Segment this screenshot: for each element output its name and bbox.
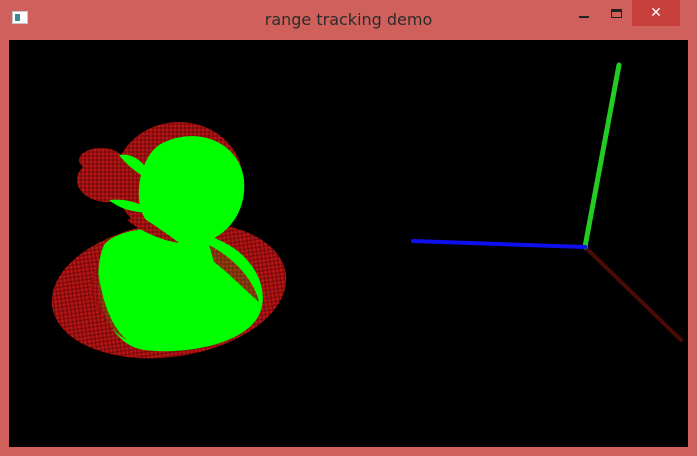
coordinate-axes bbox=[411, 62, 683, 342]
maximize-icon bbox=[610, 8, 622, 18]
scene-canvas bbox=[51, 62, 683, 359]
duck-beak-lower-green bbox=[109, 199, 154, 213]
duck-body-left-edge-red bbox=[91, 265, 127, 340]
app-icon[interactable] bbox=[12, 11, 28, 24]
minimize-icon bbox=[579, 16, 589, 18]
close-icon: ✕ bbox=[650, 5, 662, 21]
duck-beak-top-red bbox=[79, 148, 123, 172]
render-viewport[interactable] bbox=[9, 40, 688, 447]
duck-neck-red bbox=[127, 215, 179, 243]
duck-body-edge-red bbox=[209, 245, 259, 302]
close-button[interactable]: ✕ bbox=[632, 0, 680, 26]
title-bar[interactable]: range tracking demo ✕ bbox=[0, 0, 697, 38]
window-title: range tracking demo bbox=[264, 10, 433, 29]
y-axis-line bbox=[582, 62, 622, 250]
maximize-button[interactable] bbox=[602, 0, 630, 26]
duck-head-green bbox=[138, 136, 245, 246]
z-axis-line bbox=[411, 239, 587, 249]
x-axis-line bbox=[583, 245, 683, 342]
duck-tracked-pointcloud bbox=[91, 136, 263, 352]
minimize-button[interactable] bbox=[570, 0, 598, 26]
duck-beak-green bbox=[119, 154, 149, 180]
